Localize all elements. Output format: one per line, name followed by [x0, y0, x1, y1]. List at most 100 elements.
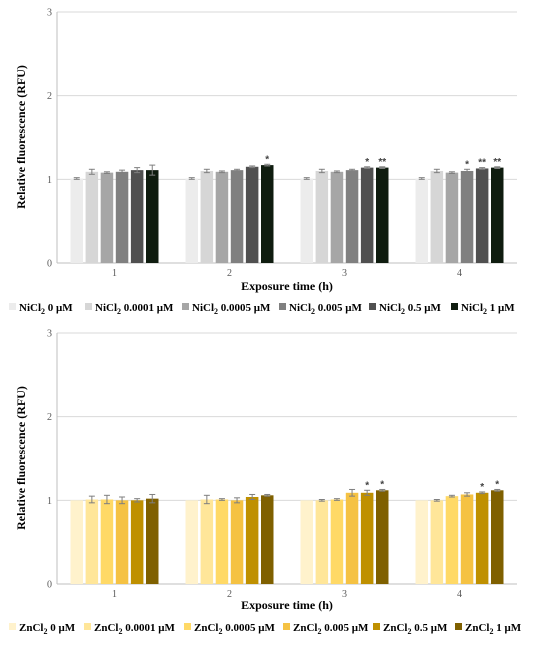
bar [215, 499, 229, 584]
legend-label: ZnCl2 0.5 μM [383, 622, 448, 636]
y-tick-label: 1 [47, 175, 52, 186]
bar [146, 170, 159, 263]
bar [146, 498, 159, 584]
significance-marker: ** [378, 157, 386, 168]
bar [115, 171, 129, 263]
bar [245, 496, 259, 584]
bar [430, 170, 444, 263]
bar [115, 500, 129, 584]
significance-marker: * [465, 159, 469, 170]
bar [70, 178, 83, 263]
bar [445, 496, 459, 584]
bar [85, 171, 99, 263]
x-tick-label: 2 [227, 268, 232, 279]
x-axis-title: Exposure time (h) [241, 279, 333, 293]
legend-label: ZnCl2 1 μM [465, 622, 522, 636]
bar [360, 167, 374, 263]
x-tick-label: 1 [112, 268, 117, 279]
bar [315, 170, 329, 263]
bar [200, 170, 214, 263]
bar [330, 499, 344, 584]
bar [415, 500, 428, 584]
significance-marker: * [480, 482, 484, 493]
x-tick-label: 1 [112, 589, 117, 600]
bar [100, 172, 114, 263]
bar [345, 492, 359, 584]
legend-label: NiCl2 0.0001 μM [95, 302, 174, 316]
legend-swatch [369, 303, 376, 310]
bar [315, 500, 329, 584]
bar [261, 495, 274, 584]
bar [261, 165, 274, 263]
x-tick-label: 4 [457, 589, 462, 600]
y-tick-label: 0 [47, 580, 52, 591]
legend-label: NiCl2 0.0005 μM [192, 302, 271, 316]
legend-swatch [373, 623, 380, 630]
significance-marker: * [495, 479, 499, 490]
bar [491, 490, 504, 584]
bar [430, 500, 444, 584]
legend-swatch [9, 623, 16, 630]
x-tick-label: 4 [457, 268, 462, 279]
bar [460, 494, 474, 584]
bar [230, 500, 244, 584]
bar [330, 171, 344, 263]
significance-marker: ** [478, 158, 486, 169]
bar [245, 166, 259, 263]
bar [70, 500, 83, 584]
bar [360, 492, 374, 584]
bar [345, 170, 359, 263]
x-tick-label: 3 [342, 268, 347, 279]
legend-label: ZnCl2 0.0001 μM [94, 622, 175, 636]
significance-marker: * [265, 154, 269, 165]
legend-label: NiCl2 1 μM [461, 302, 515, 316]
legend-swatch [84, 623, 91, 630]
legend-swatch [184, 623, 191, 630]
legend-swatch [182, 303, 189, 310]
legend-label: NiCl2 0.5 μM [379, 302, 441, 316]
bar [445, 172, 459, 263]
y-tick-label: 2 [47, 412, 52, 423]
legend-swatch [451, 303, 458, 310]
bar [185, 178, 198, 263]
bar [376, 490, 389, 584]
legend-swatch [279, 303, 286, 310]
bar [215, 171, 229, 263]
legend-label: ZnCl2 0.0005 μM [194, 622, 275, 636]
bar [376, 167, 389, 263]
y-tick-label: 0 [47, 259, 52, 270]
legend-label: NiCl2 0.005 μM [289, 302, 362, 316]
bar [475, 168, 489, 263]
bar [300, 500, 313, 584]
bar [200, 499, 214, 584]
legend-swatch [9, 303, 16, 310]
bar [300, 178, 313, 263]
bar [85, 499, 99, 584]
legend-label: ZnCl2 0.005 μM [293, 622, 369, 636]
y-tick-label: 3 [47, 8, 52, 19]
bar [475, 492, 489, 584]
bar [100, 499, 114, 584]
significance-marker: * [380, 479, 384, 490]
legend-swatch [455, 623, 462, 630]
legend-label: ZnCl2 0 μM [19, 622, 76, 636]
x-tick-label: 3 [342, 589, 347, 600]
significance-marker: * [365, 480, 369, 491]
x-tick-label: 2 [227, 589, 232, 600]
legend-swatch [85, 303, 92, 310]
bar [460, 170, 474, 263]
zinc-chloride-chart: 0 1 2 3 1 2 * * 3 * * 4 Exposure time (h) Relative fl… [9, 329, 522, 636]
y-axis-title: Relative fluorescence (RFU) [14, 386, 28, 530]
y-tick-label: 2 [47, 91, 52, 102]
bar [185, 500, 198, 584]
bar [415, 178, 428, 263]
bar [130, 500, 144, 584]
significance-marker: ** [493, 157, 501, 168]
legend-label: NiCl2 0 μM [19, 302, 73, 316]
x-axis-title: Exposure time (h) [241, 598, 333, 612]
y-axis-title: Relative fluorescence (RFU) [14, 65, 28, 209]
legend-swatch [283, 623, 290, 630]
y-tick-label: 1 [47, 496, 52, 507]
